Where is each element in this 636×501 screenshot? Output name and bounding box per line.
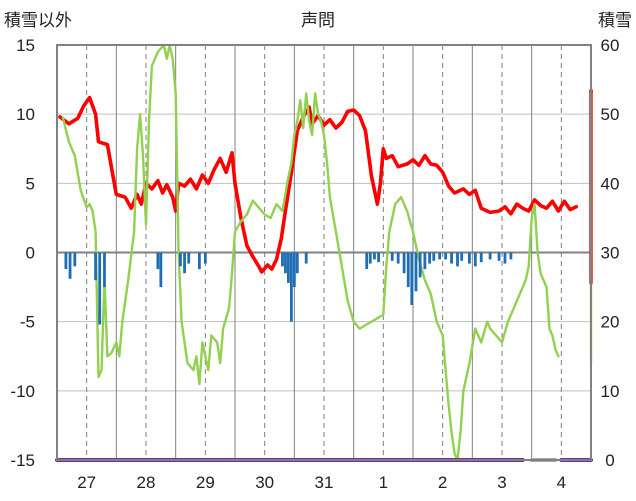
bar-series3 — [304, 252, 308, 264]
bar-series3 — [187, 252, 191, 264]
line-series1 — [58, 95, 579, 274]
y-left-tick-label: -10 — [10, 382, 35, 401]
bar-series3 — [203, 252, 207, 264]
bar-series3 — [368, 252, 372, 264]
bar-series3 — [444, 252, 448, 260]
bar-series3 — [497, 252, 501, 261]
bar-series3 — [73, 252, 77, 267]
bar-series3 — [438, 252, 442, 260]
x-tick-label: 2 — [438, 473, 447, 492]
chart-title: 声問 — [301, 11, 335, 30]
line-series2 — [61, 43, 560, 462]
y-right-axis-title: 積雪 — [598, 11, 632, 30]
bar-series3 — [509, 252, 513, 260]
y-right-tick-label: 50 — [601, 105, 620, 124]
bar-series3 — [450, 252, 453, 264]
bar-series3 — [68, 252, 72, 279]
x-tick-label: 4 — [557, 473, 566, 492]
bar-series3 — [410, 252, 414, 306]
x-tick-label: 1 — [379, 473, 388, 492]
bar-series3 — [377, 252, 380, 263]
bar-series3 — [503, 252, 507, 264]
y-right-tick-label: 0 — [605, 451, 614, 470]
plot-frame — [56, 44, 592, 461]
x-tick-label: 29 — [196, 473, 215, 492]
bar-series3 — [281, 252, 284, 267]
x-tick-label: 31 — [315, 473, 334, 492]
bar-series3 — [103, 252, 106, 288]
bar-series3 — [98, 252, 102, 325]
y-right-tick-label: 40 — [601, 174, 620, 193]
x-tick-label: 30 — [255, 473, 274, 492]
bar-series3 — [428, 252, 432, 264]
y-left-axis-title: 積雪以外 — [4, 11, 72, 30]
bar-series3 — [390, 252, 394, 261]
bar-series3 — [64, 252, 68, 270]
bar-series3 — [414, 252, 418, 292]
bar-series3 — [287, 252, 290, 283]
bar-series3 — [396, 252, 400, 264]
bar-series3 — [423, 252, 427, 270]
x-tick-label: 3 — [497, 473, 506, 492]
bar-series3 — [473, 252, 477, 267]
bar-series3 — [460, 252, 464, 261]
bar-series3 — [456, 252, 459, 267]
bar-series3 — [488, 252, 492, 260]
bar-series3 — [418, 252, 422, 278]
bar-series3 — [94, 252, 97, 281]
y-right-tick-label: 10 — [601, 382, 620, 401]
bar-series3 — [402, 252, 406, 274]
bar-series3 — [183, 252, 186, 274]
y-left-tick-label: 5 — [26, 174, 35, 193]
y-left-tick-label: 15 — [16, 36, 35, 55]
bar-series3 — [479, 252, 483, 263]
y-left-tick-label: 0 — [26, 244, 35, 263]
bar-series3 — [156, 252, 160, 270]
bar-series3 — [198, 252, 201, 270]
bar-series3 — [373, 252, 376, 260]
y-right-tick-label: 60 — [601, 36, 620, 55]
bar-series3 — [159, 252, 163, 288]
bar-series3 — [289, 252, 293, 322]
bar-series3 — [284, 252, 287, 274]
bar-series3 — [365, 252, 369, 270]
x-tick-label: 28 — [137, 473, 156, 492]
y-left-tick-label: -15 — [10, 451, 35, 470]
bar-series3 — [406, 252, 410, 288]
bar-series3 — [295, 252, 299, 274]
y-right-tick-label: 30 — [601, 244, 620, 263]
bar-series3 — [467, 252, 471, 264]
y-left-tick-label: -5 — [20, 313, 35, 332]
y-left-tick-label: 10 — [16, 105, 35, 124]
bar-series3 — [292, 252, 296, 288]
x-tick-label: 27 — [77, 473, 96, 492]
bar-series3 — [432, 252, 436, 261]
y-right-tick-label: 20 — [601, 313, 620, 332]
bar-series3 — [179, 252, 182, 267]
